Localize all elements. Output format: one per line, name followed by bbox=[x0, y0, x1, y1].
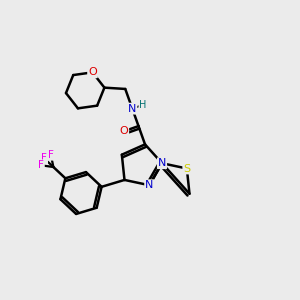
Text: F: F bbox=[41, 153, 47, 164]
Text: O: O bbox=[119, 126, 128, 136]
Text: H: H bbox=[139, 100, 147, 110]
Text: S: S bbox=[183, 164, 190, 173]
Text: N: N bbox=[158, 158, 166, 168]
Text: N: N bbox=[145, 180, 154, 190]
Text: O: O bbox=[88, 68, 97, 77]
Text: N: N bbox=[128, 103, 136, 114]
Text: F: F bbox=[48, 150, 54, 160]
Text: F: F bbox=[38, 160, 44, 170]
